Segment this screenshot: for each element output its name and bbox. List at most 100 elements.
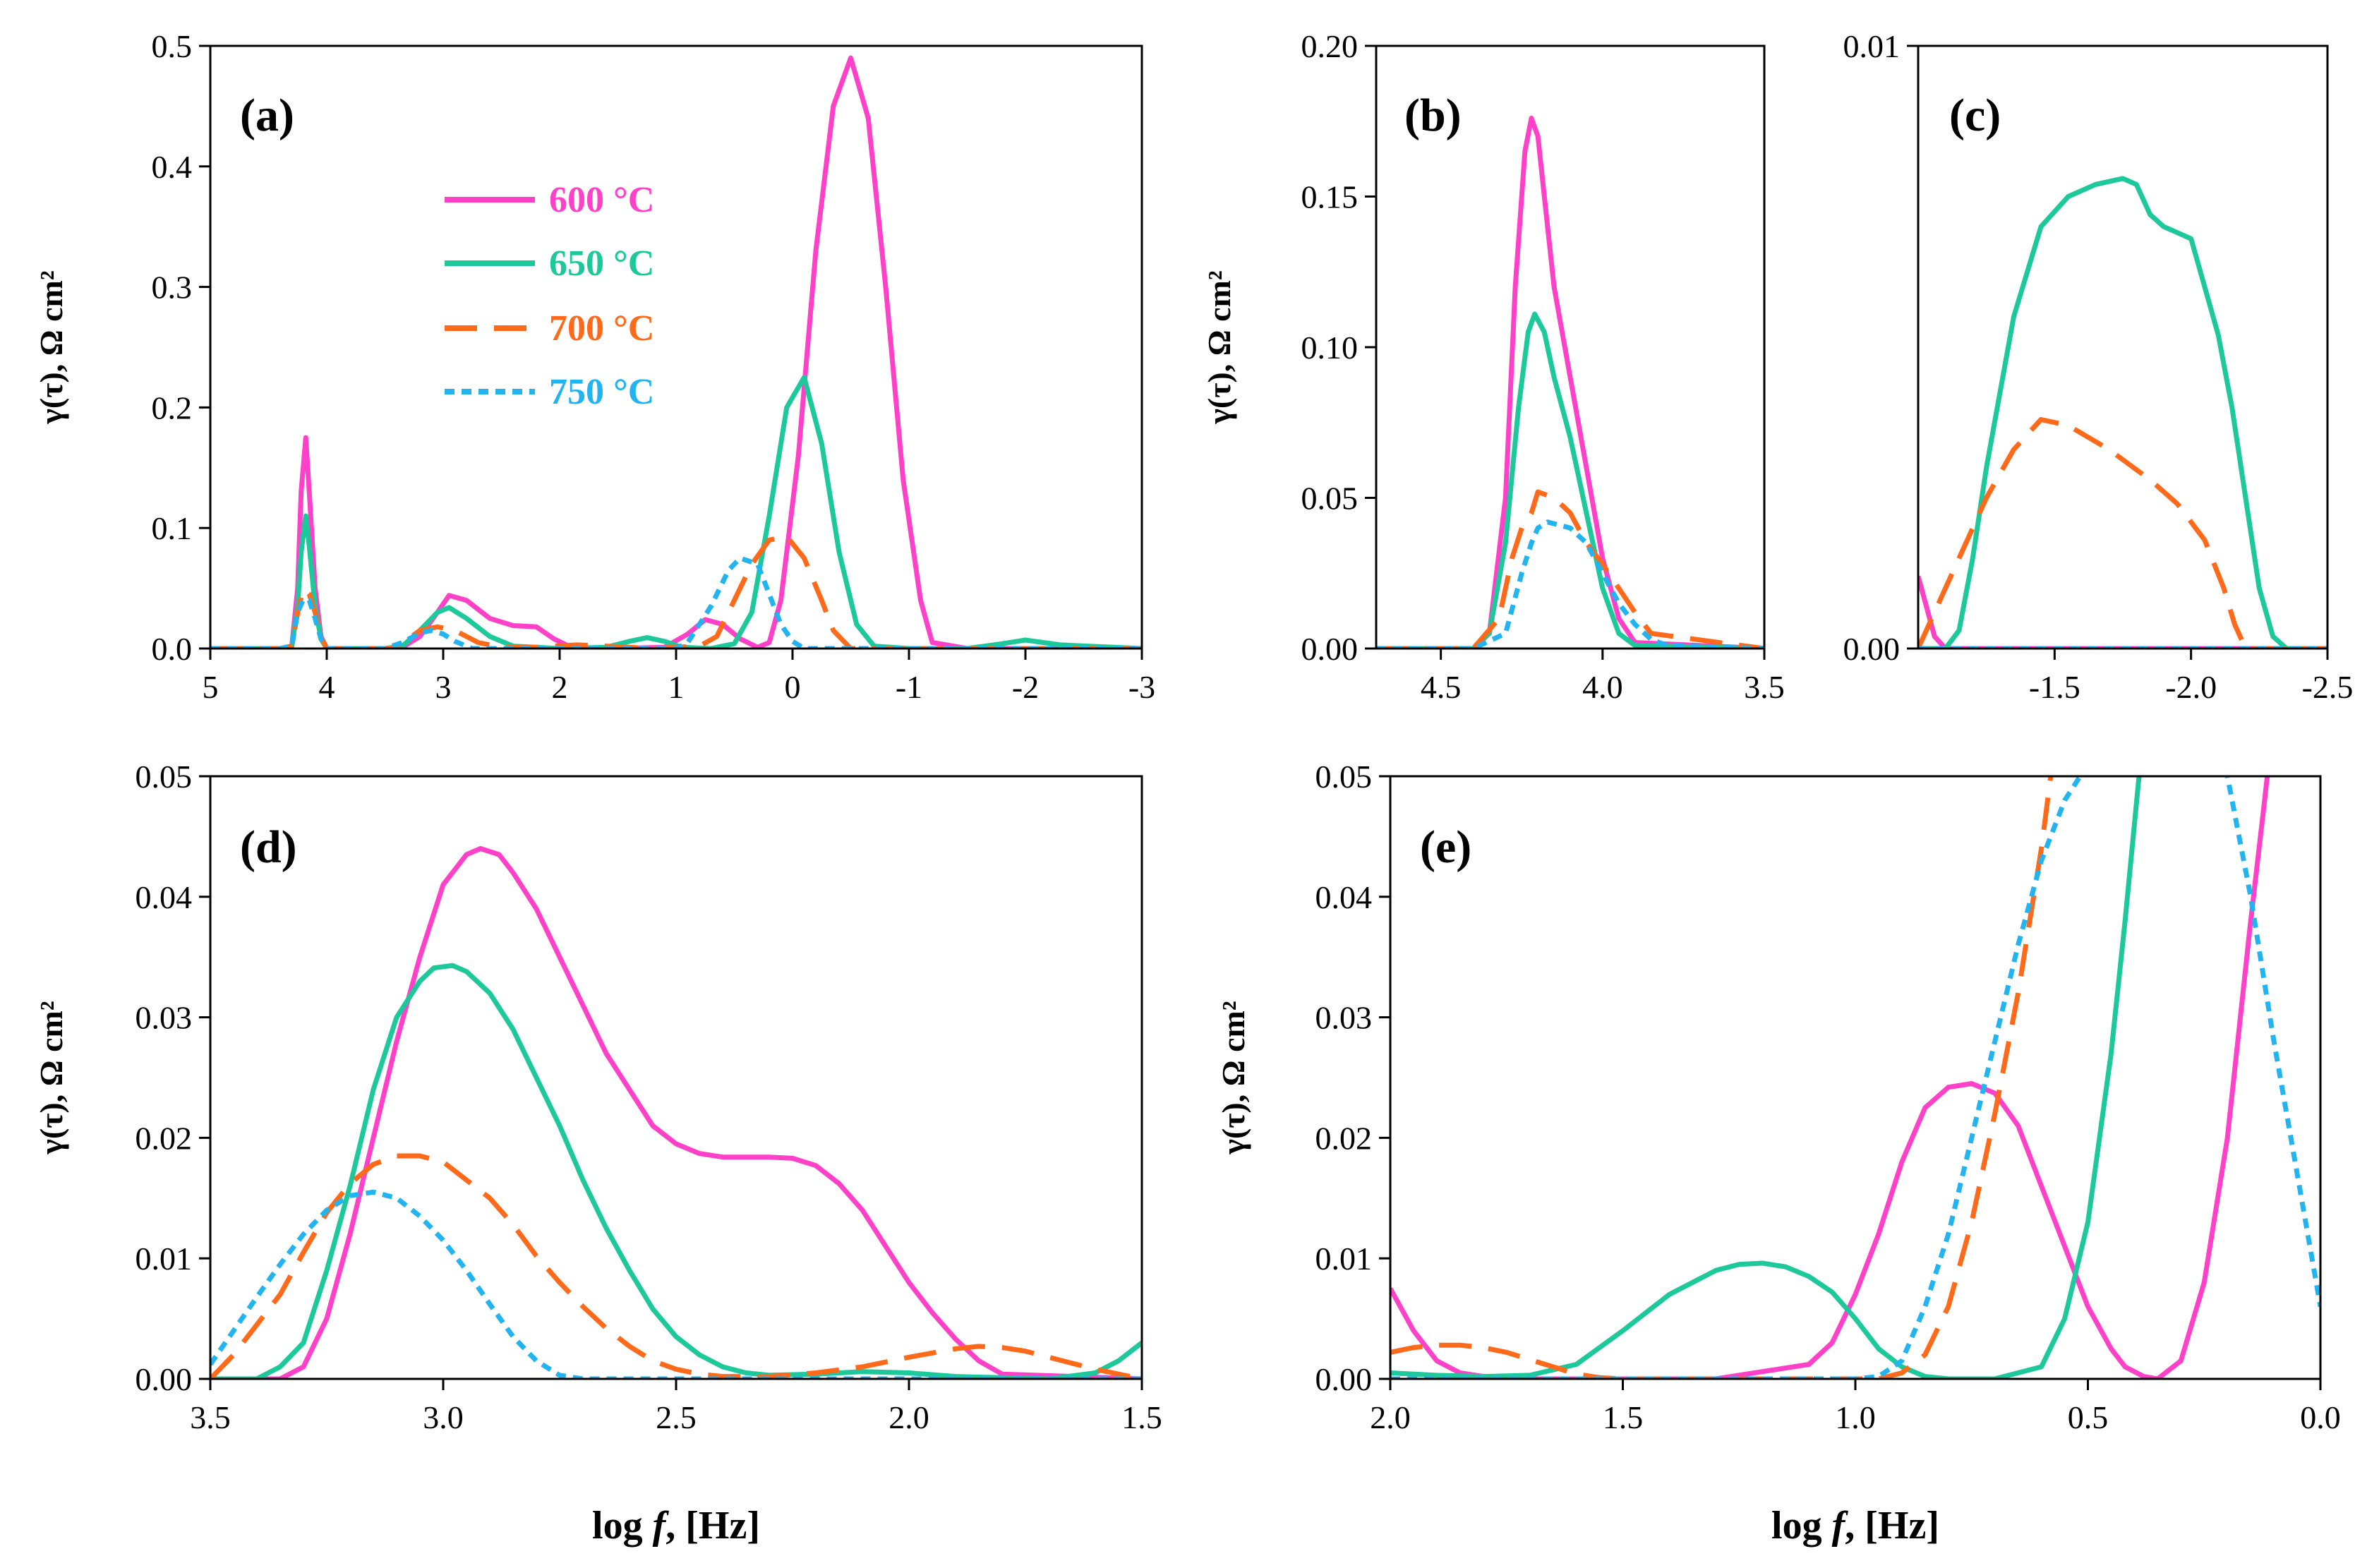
panel-e: (e) γ(τ), Ω cm² log f, [Hz]: [1215, 775, 2322, 1548]
panel-e-ytick-label: 0.01: [1315, 1241, 1373, 1277]
panel-b-xtick-label: 4.0: [1582, 669, 1623, 705]
panel-b-ytick-label: 0.20: [1301, 28, 1359, 64]
panel-c-xtick-label: -1.5: [2029, 669, 2080, 705]
panel-e-xtick-label: 1.5: [1603, 1399, 1644, 1435]
panel-d-ytick-label: 0.05: [135, 759, 193, 795]
panel-c-frame: [1917, 44, 2329, 650]
panel-e-series-750: [1390, 776, 2320, 1379]
panel-a-ytick-label: 0.5: [152, 28, 193, 64]
panel-a-series-600: [210, 55, 1142, 649]
panel-d-xtick-label: 2.5: [656, 1399, 697, 1435]
panel-b-ylabel: γ(τ), Ω cm²: [1201, 270, 1237, 424]
panel-c-ytick-label: 0.00: [1843, 631, 1901, 667]
panel-a-series-750: [210, 555, 1142, 649]
panel-a-xtick-label: 1: [668, 669, 685, 705]
panel-a-ytick-label: 0.4: [152, 149, 193, 185]
panel-c-ytick-label: 0.01: [1843, 28, 1901, 64]
panel-d-frame: [209, 775, 1143, 1380]
panel-a-xtick-label: 5: [203, 669, 219, 705]
panel-a-letter: (a): [240, 90, 294, 141]
panel-e-ytick-label: 0.05: [1315, 759, 1373, 795]
panel-b-series-700: [1376, 489, 1764, 649]
panel-e-ytick-label: 0.03: [1315, 1000, 1373, 1036]
panel-e-ytick-label: 0.02: [1315, 1120, 1373, 1156]
panel-d: (d) γ(τ), Ω cm² log f, [Hz]: [33, 775, 1143, 1548]
panel-a-frame: [209, 44, 1143, 650]
panel-a-xtick-label: 0: [785, 669, 801, 705]
panel-d-xtick-label: 1.5: [1121, 1399, 1162, 1435]
panel-d-xlabel: log f, [Hz]: [592, 1504, 760, 1548]
panel-b-xtick-label: 3.5: [1744, 669, 1785, 705]
panel-c-letter: (c): [1949, 90, 2001, 141]
legend-label-650: 650 °C: [549, 243, 654, 284]
panel-b-letter: (b): [1404, 90, 1462, 141]
panel-d-xtick-label: 3.5: [190, 1399, 231, 1435]
panel-b-series-600: [1376, 116, 1764, 649]
panel-b-ytick-label: 0.15: [1301, 179, 1359, 215]
panel-d-ytick-label: 0.03: [135, 1000, 193, 1036]
panel-c-xtick-label: -2.0: [2165, 669, 2217, 705]
panel-a-xtick-label: 2: [552, 669, 568, 705]
panel-d-ytick-label: 0.00: [135, 1361, 193, 1397]
panel-a-series-650: [210, 375, 1142, 649]
panel-b-xtick-label: 4.5: [1421, 669, 1462, 705]
panel-c-series-600: [1918, 575, 2327, 649]
panel-c-xtick-label: -2.5: [2302, 669, 2354, 705]
panel-e-xtick-label: 0.5: [2068, 1399, 2109, 1435]
panel-c: (c): [1917, 44, 2329, 650]
panel-d-xtick-label: 3.0: [423, 1399, 464, 1435]
panel-b: (b) γ(τ), Ω cm²: [1201, 44, 1766, 650]
panel-e-ytick-label: 0.04: [1315, 879, 1373, 915]
panel-a-xtick-label: -3: [1128, 669, 1155, 705]
panel-b-ytick-label: 0.05: [1301, 481, 1359, 517]
panel-c-series-700: [1918, 417, 2327, 649]
panel-d-curves: [210, 846, 1142, 1379]
panel-e-series-650: [1390, 776, 2142, 1379]
panel-a: (a) γ(τ), Ω cm² 600 °C 650 °C 700 °C 750…: [33, 44, 1143, 650]
panel-e-xtick-label: 2.0: [1370, 1399, 1411, 1435]
panel-a-legend: 600 °C 650 °C 700 °C 750 °C: [445, 180, 654, 412]
legend-label-700: 700 °C: [549, 308, 654, 349]
legend-label-750: 750 °C: [549, 372, 654, 412]
ticks-layer: 5 4 3 2 1 0 -1 -2 -30.00.10.20.30.40.54.5 4.0 3.50…: [135, 28, 2354, 1435]
panel-c-curves: [1918, 176, 2327, 649]
panel-e-curves: [1390, 776, 2320, 1379]
panel-a-xtick-label: 3: [435, 669, 452, 705]
panel-a-ytick-label: 0.3: [152, 270, 193, 306]
legend-label-600: 600 °C: [549, 180, 654, 220]
panel-d-series-700: [210, 1153, 1142, 1379]
panel-c-series-650: [1918, 176, 2327, 649]
panel-e-series-700: [1390, 776, 2054, 1379]
panel-e-xlabel: log f, [Hz]: [1771, 1504, 1939, 1548]
panel-e-series-600: [1390, 776, 2270, 1379]
panel-e-letter: (e): [1420, 821, 1471, 873]
panel-b-ytick-label: 0.00: [1301, 631, 1359, 667]
panel-b-series-750: [1376, 519, 1764, 649]
panel-b-ytick-label: 0.10: [1301, 330, 1359, 366]
panel-a-xtick-label: 4: [319, 669, 335, 705]
panel-a-xtick-label: -1: [896, 669, 922, 705]
panel-e-xtick-label: 0.0: [2300, 1399, 2341, 1435]
panel-a-ytick-label: 0.0: [152, 631, 193, 667]
panel-d-series-750: [210, 1189, 1142, 1379]
panel-e-xtick-label: 1.0: [1835, 1399, 1876, 1435]
panel-d-xtick-label: 2.0: [889, 1399, 929, 1435]
panel-b-series-650: [1376, 311, 1764, 649]
panel-b-curves: [1376, 116, 1764, 649]
panel-d-series-600: [210, 846, 1142, 1379]
panel-d-ytick-label: 0.02: [135, 1120, 193, 1156]
panel-a-series-700: [210, 533, 1142, 649]
panel-d-letter: (d): [240, 821, 297, 873]
panel-a-ytick-label: 0.1: [152, 510, 193, 546]
panel-d-ylabel: γ(τ), Ω cm²: [33, 1001, 69, 1154]
panel-e-ytick-label: 0.00: [1315, 1361, 1373, 1397]
panel-a-xtick-label: -2: [1012, 669, 1039, 705]
panel-a-ytick-label: 0.2: [152, 390, 193, 426]
panel-d-series-650: [210, 963, 1142, 1379]
panel-d-ytick-label: 0.04: [135, 879, 193, 915]
panel-a-curves: [210, 55, 1142, 649]
panel-e-ylabel: γ(τ), Ω cm²: [1215, 1001, 1251, 1154]
panel-a-ylabel: γ(τ), Ω cm²: [33, 270, 69, 424]
panel-d-ytick-label: 0.01: [135, 1241, 193, 1277]
